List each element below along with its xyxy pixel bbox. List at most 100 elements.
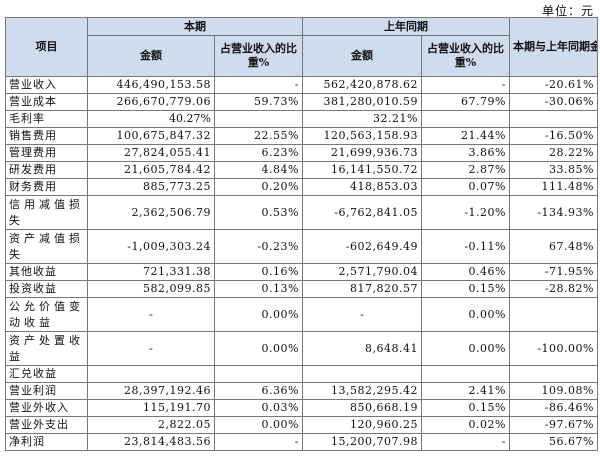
row-change: 28.22%	[509, 144, 598, 162]
row-prior-ratio: 0.15%	[421, 280, 510, 298]
row-change: -86.46%	[509, 399, 598, 417]
header-item: 项目	[5, 17, 88, 77]
row-current-ratio: 6.36%	[214, 382, 303, 400]
row-current-ratio: 6.23%	[214, 144, 303, 162]
row-prior-amount: 817,820.57	[302, 280, 422, 298]
row-change	[509, 365, 598, 383]
row-item: 营业收入	[5, 76, 88, 94]
table-row: 营业外支出 2,822.05 0.00% 120,960.25 0.02% -97.67%	[5, 416, 598, 434]
row-prior-amount: -	[302, 297, 422, 332]
row-prior-ratio: 0.02%	[421, 416, 510, 434]
row-item: 研发费用	[5, 161, 88, 179]
header-prior-ratio: 占营业收入的比重%	[421, 35, 510, 77]
table-row: 营业利润 28,397,192.46 6.36% 13,582,295.42 2.41%…	[5, 382, 598, 400]
row-current-amount: 21,605,784.42	[87, 161, 215, 179]
row-prior-amount: 381,280,010.59	[302, 93, 422, 111]
row-current-amount: -	[87, 297, 215, 332]
row-current-amount: 885,773.25	[87, 178, 215, 196]
row-item: 汇兑收益	[5, 365, 88, 383]
row-prior-ratio: 0.00%	[421, 331, 510, 366]
row-current-ratio: 0.00%	[214, 416, 303, 434]
row-item: 信用减值损失	[5, 195, 88, 230]
table-row: 毛利率 40.27% 32.21%	[5, 110, 598, 128]
table-row: 营业成本 266,670,779.06 59.73% 381,280,010.59 67…	[5, 93, 598, 111]
table-row: 汇兑收益	[5, 365, 598, 383]
row-current-ratio: 0.20%	[214, 178, 303, 196]
row-change: -20.61%	[509, 76, 598, 94]
table-row: 净利润 23,814,483.56-15,200,707.98-56.67%	[5, 433, 598, 451]
row-prior-ratio: 21.44%	[421, 127, 510, 145]
row-change: -30.06%	[509, 93, 598, 111]
row-item: 营业外收入	[5, 399, 88, 417]
row-change: -16.50%	[509, 127, 598, 145]
row-current-ratio	[214, 365, 303, 383]
row-current-amount: 28,397,192.46	[87, 382, 215, 400]
row-prior-ratio: 2.87%	[421, 161, 510, 179]
row-item: 管理费用	[5, 144, 88, 162]
row-current-amount: 100,675,847.32	[87, 127, 215, 145]
row-current-amount: 27,824,055.41	[87, 144, 215, 162]
row-current-ratio: 0.00%	[214, 331, 303, 366]
row-change: 56.67%	[509, 433, 598, 451]
header-prior-period: 上年同期	[302, 17, 510, 36]
row-prior-amount: 16,141,550.72	[302, 161, 422, 179]
row-prior-amount: 418,853.03	[302, 178, 422, 196]
row-prior-amount: 120,960.25	[302, 416, 422, 434]
table-row: 管理费用 27,824,055.41 6.23% 21,699,936.73 3.86%…	[5, 144, 598, 162]
row-current-ratio: 59.73%	[214, 93, 303, 111]
income-statement-table: 项目 本期 上年同期 本期与上年同期金额变动比例% 金额 占营业收入的比重% 金…	[5, 17, 598, 451]
row-prior-ratio: 0.46%	[421, 263, 510, 281]
row-item: 投资收益	[5, 280, 88, 298]
row-current-ratio: -0.23%	[214, 229, 303, 264]
row-current-ratio: 0.53%	[214, 195, 303, 230]
row-prior-ratio: -	[421, 76, 510, 94]
row-change	[509, 110, 598, 128]
row-current-amount: 2,822.05	[87, 416, 215, 434]
row-current-amount: 446,490,153.58	[87, 76, 215, 94]
row-prior-amount: 8,648.41	[302, 331, 422, 366]
header-current-period: 本期	[87, 17, 303, 36]
row-prior-amount: 32.21%	[302, 110, 422, 128]
row-prior-ratio: 3.86%	[421, 144, 510, 162]
row-prior-ratio: 2.41%	[421, 382, 510, 400]
header-change: 本期与上年同期金额变动比例%	[509, 17, 598, 77]
table-row: 财务费用 885,773.25 0.20% 418,853.03 0.07% 111.48…	[5, 178, 598, 196]
row-item: 公允价值变动收益	[5, 297, 88, 332]
row-change: 111.48%	[509, 178, 598, 196]
table-row: 销售费用 100,675,847.32 22.55% 120,563,158.93 21…	[5, 127, 598, 145]
row-current-ratio: -	[214, 76, 303, 94]
row-current-amount: 23,814,483.56	[87, 433, 215, 451]
row-prior-ratio	[421, 365, 510, 383]
unit-label: 单位：元	[541, 4, 594, 18]
table-row: 信用减值损失 2,362,506.79 0.53% -6,762,841.05 -1.2…	[5, 195, 598, 230]
row-item: 净利润	[5, 433, 88, 451]
row-current-amount: 266,670,779.06	[87, 93, 215, 111]
row-item: 营业利润	[5, 382, 88, 400]
table-row: 资产处置收益 -0.00% 8,648.41 0.00% -100.00%	[5, 331, 598, 366]
row-prior-ratio: 0.15%	[421, 399, 510, 417]
row-current-amount: -1,009,303.24	[87, 229, 215, 264]
row-current-ratio: 0.16%	[214, 263, 303, 281]
row-current-amount: 2,362,506.79	[87, 195, 215, 230]
row-current-ratio	[214, 110, 303, 128]
row-current-amount: -	[87, 331, 215, 366]
row-prior-amount: 562,420,878.62	[302, 76, 422, 94]
table-row: 营业外收入 115,191.70 0.03% 850,668.19 0.15% -86.4…	[5, 399, 598, 417]
row-prior-amount: -602,649.49	[302, 229, 422, 264]
row-prior-ratio: 0.00%	[421, 297, 510, 332]
row-change	[509, 297, 598, 332]
row-prior-amount: 2,571,790.04	[302, 263, 422, 281]
row-current-amount: 40.27%	[87, 110, 215, 128]
table-row: 公允价值变动收益 -0.00% -0.00%	[5, 297, 598, 332]
row-item: 营业外支出	[5, 416, 88, 434]
header-current-amount: 金额	[87, 35, 215, 77]
row-prior-amount: 850,668.19	[302, 399, 422, 417]
row-current-ratio: -	[214, 433, 303, 451]
table-row: 研发费用 21,605,784.42 4.84% 16,141,550.72 2.87%…	[5, 161, 598, 179]
header-row-top: 项目 本期 上年同期 本期与上年同期金额变动比例%	[5, 17, 598, 77]
row-change: -134.93%	[509, 195, 598, 230]
row-current-ratio: 0.13%	[214, 280, 303, 298]
row-item: 财务费用	[5, 178, 88, 196]
table-body: 营业收入 446,490,153.58-562,420,878.62- -20.61…	[5, 76, 598, 451]
row-prior-amount: -6,762,841.05	[302, 195, 422, 230]
